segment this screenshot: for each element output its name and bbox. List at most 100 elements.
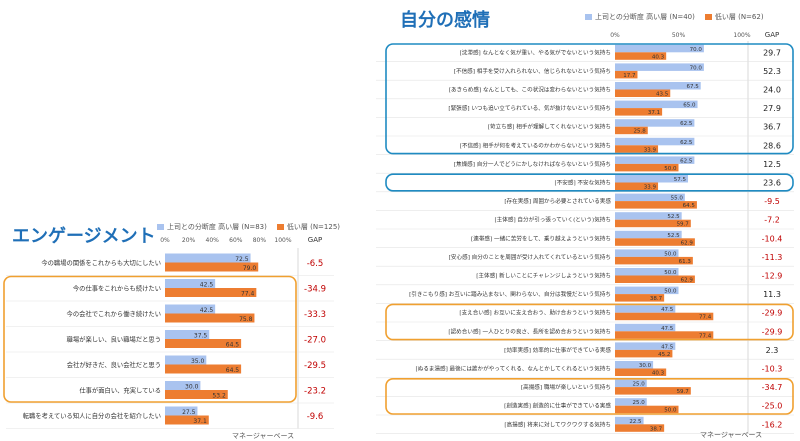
bar-high [615,212,682,220]
axis-tick-label: 0% [610,32,620,39]
bar-low-value: 77.4 [241,291,255,298]
bar-high-value: 30.0 [185,384,199,391]
legend-high-swatch [585,14,592,20]
bar-high [615,323,676,332]
gap-header: GAP [308,236,322,244]
legend-low-swatch [276,224,284,230]
category-label: 会社が好きだ、良い会社だと思う [67,360,161,369]
axis-tick-label: 0% [160,237,170,244]
bar-low-value: 38.7 [650,426,663,432]
bar-high-value: 47.5 [661,307,674,313]
right-legend-low: 低い層 (N=62) [704,12,764,22]
gap-value: -12.9 [762,272,783,281]
bar-high [165,355,207,365]
bar-low [615,52,667,60]
bar-high-value: 70.0 [690,65,703,71]
bar-high [615,268,679,276]
category-label: [主体感] 自分が引っ張っていく(という)気持ち [494,216,611,224]
bar-low-value: 64.5 [683,203,696,209]
bar-high-value: 67.5 [686,84,699,90]
bar-high [615,230,682,239]
bar-low [615,89,671,97]
highlight-box-orange [385,303,794,341]
bar-high-value: 27.5 [182,409,196,416]
bar-high-value: 25.0 [633,382,646,388]
category-label: [不安感] 不安な気持ち [555,179,612,187]
bar-high-value: 55.0 [671,196,684,202]
bar-low [165,415,209,425]
bar-low-value: 50.0 [664,166,677,172]
gap-value: 27.9 [763,104,781,113]
right-legend-low-label: 低い層 (N=62) [714,13,764,21]
bar-low [615,405,679,414]
category-label: [連帯感] 一緒に苦労をして、乗り越えようという気持ち [471,234,611,242]
bar-high-value: 72.5 [235,256,249,263]
bar-low [615,275,695,283]
bar-low-value: 43.5 [656,92,669,98]
left-footnote: マネージャーベース [232,432,295,440]
right-chart-title: 自分の感情 [400,10,490,31]
gap-value: -16.2 [762,420,783,429]
bar-low-value: 79.0 [243,265,257,272]
bar-low [615,312,714,321]
bar-low-value: 75.8 [239,316,253,323]
highlight-box-blue [385,173,794,192]
bar-low-value: 61.3 [679,259,692,265]
bar-high-value: 52.5 [667,233,680,239]
bar-low [615,108,663,116]
left-legend-low-label: 低い層 (N=125) [286,223,341,231]
gap-value: -29.9 [762,309,783,318]
left-legend-high-label: 上司との分断度 高い層 (N=83) [167,223,267,231]
highlight-box-orange [385,377,794,415]
bar-low [615,201,697,209]
category-label: [主体感] 新しいことにチャレンジしようという気持ち [476,272,611,280]
bar-low-value: 25.8 [634,129,647,135]
bar-high-value: 65.0 [683,103,696,109]
gap-value: -34.7 [762,383,783,392]
left-legend-high: 上司との分断度 高い層 (N=83) [157,222,267,232]
bar-high-value: 52.5 [667,214,680,220]
bar-low-value: 62.9 [681,278,694,284]
axis-tick-label: 100% [733,32,750,39]
category-label: 転職を考えている知人に自分の会社を紹介したい [23,411,161,420]
bar-high-value: 35.0 [191,358,205,365]
bar-low-value: 37.1 [648,110,660,116]
left-legend: 上司との分断度 高い層 (N=83) 低い層 (N=125) [157,222,340,232]
bar-high [615,100,698,109]
gap-value: 36.7 [763,123,781,132]
bar-high [165,406,198,416]
bar-high [615,286,679,295]
category-label: [高揚感] 職場が楽しいという気持ち [521,383,611,391]
bar-low [165,339,242,348]
highlight-box-blue [385,43,794,155]
bar-low-value: 50.0 [664,408,677,414]
bar-low-value: 40.3 [652,54,665,60]
bar-low [615,182,659,190]
gap-value: -10.3 [762,365,783,374]
left-legend-low: 低い層 (N=125) [276,222,341,232]
bar-low-value: 53.2 [212,393,226,400]
bar-low-value: 37.1 [193,418,207,425]
bar-low-value: 62.9 [681,240,694,246]
bar-low-value: 77.4 [699,315,712,321]
category-label: [焦燥感] 自分一人でどうにかしなければならないという気持ち [454,160,611,168]
bar-high [615,137,695,146]
bar-high [615,379,647,388]
bar-low [615,70,638,79]
gap-value: -27.0 [304,335,326,345]
category-label: 仕事が面白い、充実している [79,385,161,394]
bar-high-value: 57.5 [674,177,687,183]
bar-high [615,416,644,425]
bar-high-value: 62.5 [680,140,693,146]
legend-high-swatch [157,224,164,230]
bar-low-value: 59.7 [677,222,690,228]
gap-value: 24.0 [763,86,781,95]
axis-tick-label: 60% [229,237,243,244]
category-label: 今の職場の関係をこれからも大切にしたい [41,258,161,267]
legend-low-swatch [704,14,712,20]
gap-value: -34.9 [304,284,326,294]
bar-high [615,361,654,369]
gap-value: 23.6 [763,179,781,188]
bar-high [615,249,679,257]
left-chart: 0% 20% 40% 60% 80% 100% GAP 今の職場の関係をこれからも大切にしたい… [3,236,334,429]
